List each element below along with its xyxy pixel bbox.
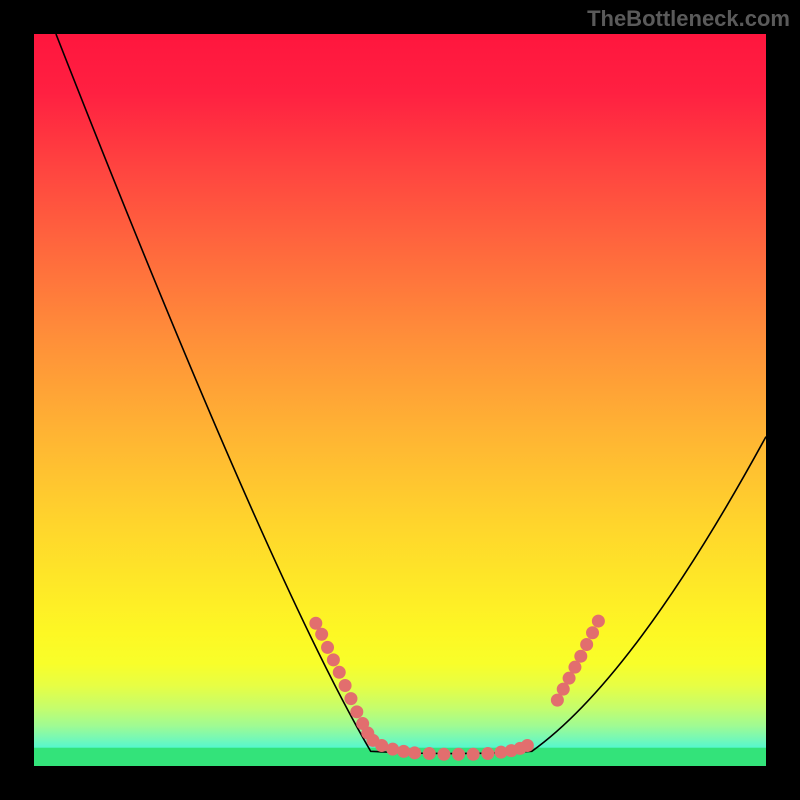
marker-dot [351,706,363,718]
marker-dot [563,672,575,684]
marker-dot [316,628,328,640]
marker-dot [398,745,410,757]
marker-dot [423,748,435,760]
chart-container: TheBottleneck.com [0,0,800,800]
marker-dot [453,748,465,760]
marker-dot [557,683,569,695]
watermark-text: TheBottleneck.com [587,6,790,32]
marker-dot [345,693,357,705]
marker-dot [339,679,351,691]
marker-dot [387,743,399,755]
gradient-background [34,34,766,766]
marker-dot [592,615,604,627]
marker-dot [521,740,533,752]
marker-dot [322,641,334,653]
marker-dot [333,666,345,678]
marker-dot [376,740,388,752]
marker-dot [467,748,479,760]
marker-dot [310,617,322,629]
marker-dot [438,748,450,760]
marker-dot [482,748,494,760]
marker-dot [581,638,593,650]
marker-dot [569,661,581,673]
marker-dot [575,650,587,662]
marker-dot [327,654,339,666]
plot-area [34,34,766,766]
marker-dot [551,694,563,706]
marker-dot [587,627,599,639]
chart-svg [34,34,766,766]
marker-dot [409,747,421,759]
